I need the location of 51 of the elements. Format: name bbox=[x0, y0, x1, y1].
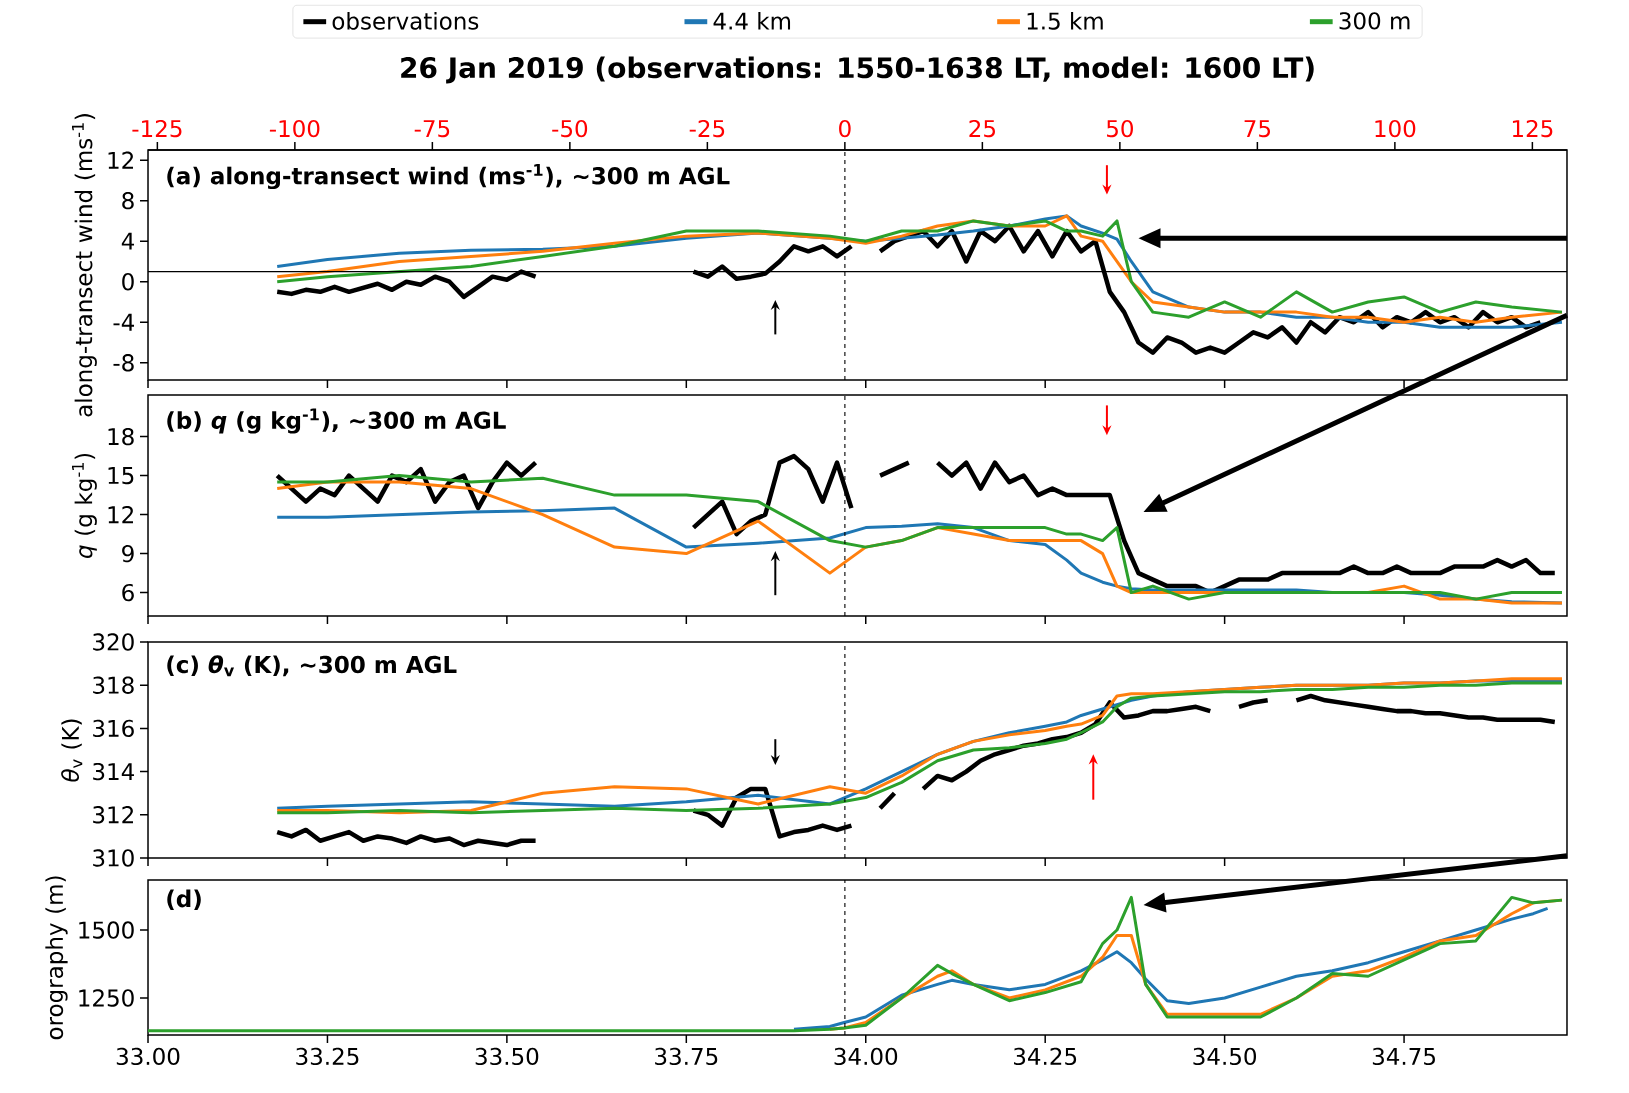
x2-tick-label: -50 bbox=[552, 119, 588, 138]
x2-tick-label: 75 bbox=[1244, 120, 1270, 138]
y-axis-title: q (g kg$^{-1}$) bbox=[72, 453, 97, 559]
y-tick-label: 320 bbox=[93, 633, 134, 651]
y-tick-label: 8 bbox=[122, 191, 134, 210]
y-tick-label: 15 bbox=[108, 467, 134, 485]
x-tick-label: 33.25 bbox=[296, 1047, 359, 1066]
y-tick-label: -8 bbox=[113, 354, 134, 372]
x2-tick-label: 25 bbox=[969, 119, 995, 138]
y-tick-label: 316 bbox=[93, 719, 134, 738]
y-tick-label: 314 bbox=[93, 762, 134, 781]
x-tick-label: 34.00 bbox=[834, 1047, 898, 1066]
legend-label: 4.4 km bbox=[713, 11, 791, 30]
x2-tick-label: -75 bbox=[414, 120, 450, 138]
x2-tick-label: 0 bbox=[839, 119, 851, 138]
x-tick-label: 34.25 bbox=[1014, 1047, 1077, 1066]
annotation: (c) θ$_{v}$ (K), ∼300 m AGL bbox=[167, 655, 457, 677]
legend-label: 1.5 km bbox=[1027, 11, 1103, 30]
y-tick-label: 1250 bbox=[79, 989, 134, 1007]
x2-tick-label: -25 bbox=[689, 119, 725, 138]
x-tick-label: 34.50 bbox=[1193, 1047, 1257, 1066]
y-tick-label: 18 bbox=[108, 427, 134, 446]
x2-tick-label: -125 bbox=[132, 119, 182, 138]
y-tick-label: 9 bbox=[122, 544, 134, 563]
annotation: (a) along-transect wind (ms$^{-1}$), ∼300 m AGL bbox=[167, 164, 730, 190]
x2-tick-label: 100 bbox=[1375, 119, 1416, 138]
y-tick-label: 310 bbox=[93, 849, 134, 867]
y-tick-label: 312 bbox=[93, 806, 133, 824]
y-tick-label: 6 bbox=[122, 583, 134, 602]
annotation: (d) bbox=[167, 889, 201, 911]
x-tick-label: 33.75 bbox=[655, 1047, 718, 1066]
x2-tick-label: 125 bbox=[1512, 119, 1553, 138]
y-tick-label: -4 bbox=[113, 313, 135, 331]
y-tick-label: 12 bbox=[108, 151, 133, 169]
x-tick-label: 33.50 bbox=[475, 1047, 539, 1066]
x2-tick-label: -100 bbox=[269, 119, 320, 138]
x2-tick-label: 50 bbox=[1107, 119, 1133, 138]
y-axis-title: θ$_{v}$ (K) bbox=[61, 719, 83, 782]
chart-title: 26 Jan 2019 (observations: 1550-1638 LT, model: 1600 LT) bbox=[401, 56, 1314, 84]
annotation: (b) q (g kg$^{-1}$), ∼300 m AGL bbox=[167, 408, 506, 434]
y-tick-label: 318 bbox=[93, 676, 134, 694]
legend-label: observations bbox=[332, 11, 479, 30]
y-axis-title: orography (m) bbox=[45, 876, 68, 1040]
y-tick-label: 4 bbox=[121, 232, 135, 250]
x-tick-label: 34.75 bbox=[1372, 1047, 1435, 1066]
y-axis-title: along-transect wind (ms$^{-1}$) bbox=[72, 114, 97, 417]
legend-label: 300 m bbox=[1339, 12, 1410, 30]
x-tick-label: 33.00 bbox=[116, 1047, 180, 1066]
y-tick-label: 12 bbox=[108, 506, 133, 524]
y-tick-label: 0 bbox=[122, 273, 134, 291]
y-tick-label: 1500 bbox=[79, 921, 134, 939]
